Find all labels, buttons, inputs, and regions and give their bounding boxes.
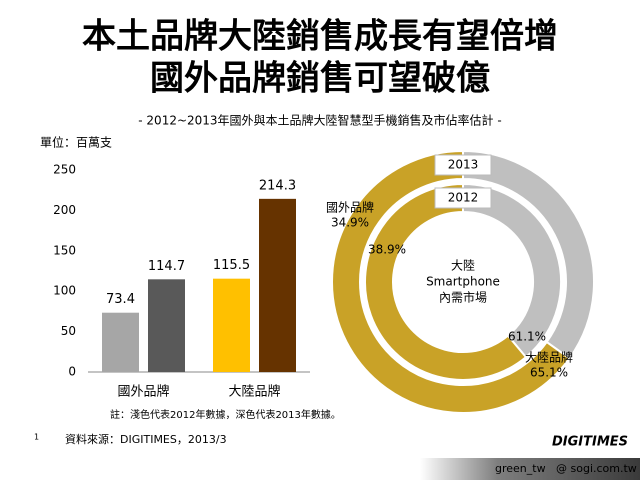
center-label: Smartphone [426,275,500,289]
center-label: 大陸 [451,259,475,273]
footer-left: green_tw [495,462,546,475]
subtitle: - 2012~2013年國外與本土品牌大陸智慧型手機銷售及市佔率估計 - [138,113,501,128]
donut-segment [331,149,571,414]
bar [148,279,185,372]
y-tick-label: 250 [53,163,76,177]
bar [213,278,250,372]
bar [102,312,139,372]
title-line: 國外品牌銷售可望破億 [150,59,490,99]
data-label: 214.3 [259,178,296,193]
data-label: 65.1% [530,366,568,380]
note: 註：淺色代表2012年數據，深色代表2013年數據。 [110,408,341,421]
source: 資料來源：DIGITIMES，2013/3 [65,432,227,446]
page-number: 1 [34,433,39,442]
y-tick-label: 50 [61,324,76,338]
donut-segment [364,182,528,381]
ring-label-box [434,154,492,176]
bar [259,198,296,372]
ring-label: 2012 [448,191,479,205]
center-label: 內需市場 [439,290,487,305]
data-label: 38.9% [368,243,406,257]
y-tick-label: 200 [53,203,76,217]
ring-label-box [434,187,492,209]
category-label: 大陸品牌 [525,351,573,365]
y-tick-label: 100 [53,284,76,298]
y-tick-label: 0 [68,365,76,379]
title-line: 本土品牌大陸銷售成長有望倍增 [82,17,558,57]
y-tick-label: 150 [53,243,76,257]
footer-right: @ sogi.com.tw [556,462,637,475]
footer-bar [420,458,640,480]
x-tick-label: 大陸品牌 [228,384,280,400]
category-label: 國外品牌 [326,201,374,215]
data-label: 61.1% [508,330,546,344]
x-tick-label: 國外品牌 [117,384,169,400]
data-label: 73.4 [106,292,135,307]
donut-segment [462,182,562,359]
data-label: 34.9% [331,216,369,230]
ring-label: 2013 [448,158,479,172]
data-label: 114.7 [148,259,185,274]
data-label: 115.5 [213,258,250,273]
logo: DIGITIMES [552,435,628,450]
unit-label: 單位：百萬支 [40,135,112,150]
